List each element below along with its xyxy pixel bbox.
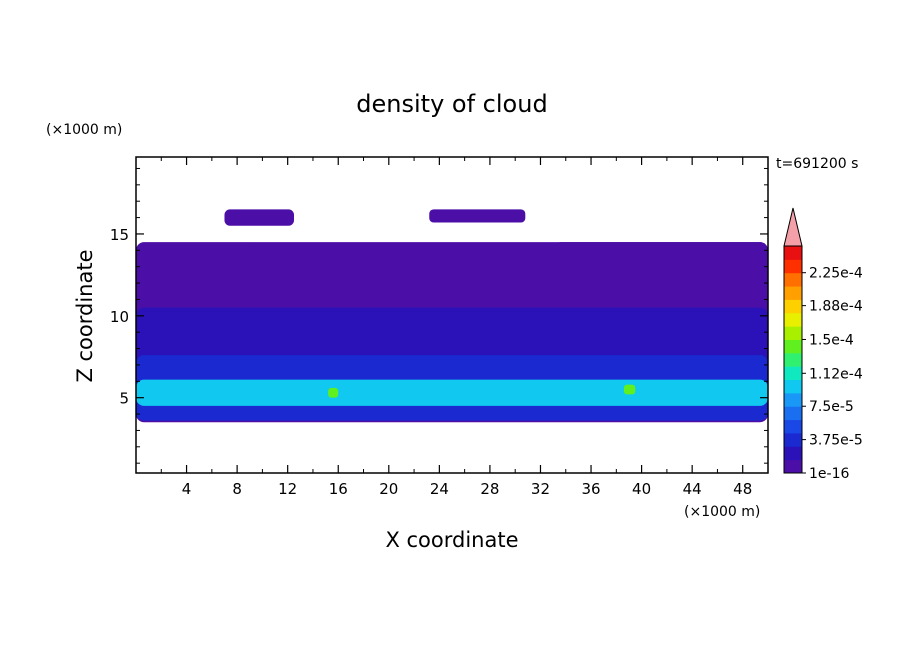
cloud-region-upper-layer-33-50km	[553, 242, 768, 284]
x-tick-label: 20	[379, 480, 398, 498]
colorbar-label: 1e-16	[809, 466, 849, 482]
x-unit-label: (×1000 m)	[684, 504, 760, 520]
x-tick-label: 44	[683, 480, 702, 498]
colorbar-swatch	[784, 299, 802, 314]
colorbar-overflow-triangle	[783, 207, 803, 247]
y-tick-label: 5	[119, 390, 129, 408]
colorbar-swatch	[784, 379, 802, 394]
colorbar-swatch	[784, 406, 802, 421]
colorbar-swatch	[784, 432, 802, 447]
colorbar-swatch	[784, 446, 802, 461]
y-tick-label: 15	[110, 226, 129, 244]
colorbar-label: 7.5e-5	[809, 399, 854, 415]
colorbar-swatch	[784, 246, 802, 260]
x-tick-label: 36	[581, 480, 600, 498]
colorbar-swatch	[784, 352, 802, 367]
plot-frame	[135, 156, 769, 474]
colorbar-swatch	[784, 459, 802, 474]
x-tick-label: 28	[480, 480, 499, 498]
time-label: t=691200 s	[776, 156, 858, 172]
x-tick-label: 24	[430, 480, 449, 498]
x-tick-label: 16	[329, 480, 348, 498]
cloud-region-peak-core-39km	[623, 384, 636, 395]
y-tick-label: 10	[110, 308, 129, 326]
x-tick-label: 8	[232, 480, 242, 498]
colorbar-swatch	[784, 419, 802, 434]
colorbar-swatch	[784, 259, 802, 274]
y-unit-label: (×1000 m)	[46, 122, 122, 138]
colorbar-label: 3.75e-5	[809, 433, 863, 449]
colorbar-swatch	[784, 272, 802, 287]
colorbar: 1e-16 3.75e-5 7.5e-5 1.12e-4 1.5e-4 1.88e-4 2.…	[783, 207, 863, 482]
y-axis-label: Z coordinate	[73, 249, 97, 382]
x-tick-label: 12	[278, 480, 297, 498]
colorbar-swatch	[784, 339, 802, 354]
cloud-region-upper-patch-8-13km	[224, 209, 294, 226]
colorbar-swatch	[784, 286, 802, 300]
cloud-region-upper-patch-24-31km	[429, 209, 526, 223]
colorbar-label: 1.5e-4	[809, 332, 854, 348]
x-tick-label: 40	[632, 480, 651, 498]
colorbar-swatch	[784, 312, 802, 327]
cloud-region-peak-core-16km	[328, 387, 339, 398]
colorbar-swatch	[784, 392, 802, 407]
colorbar-swatch	[784, 326, 802, 340]
x-tick-label: 48	[733, 480, 752, 498]
colorbar-label: 2.25e-4	[809, 266, 863, 282]
colorbar-swatch	[784, 366, 802, 381]
x-tick-label: 4	[182, 480, 192, 498]
cloud-region-dense-core-band	[136, 379, 768, 406]
x-axis-label: X coordinate	[385, 528, 518, 552]
colorbar-label: 1.88e-4	[809, 299, 863, 315]
density-field	[136, 209, 768, 423]
x-tick-label: 32	[531, 480, 550, 498]
chart-title: density of cloud	[356, 90, 547, 118]
colorbar-label: 1.12e-4	[809, 366, 863, 382]
